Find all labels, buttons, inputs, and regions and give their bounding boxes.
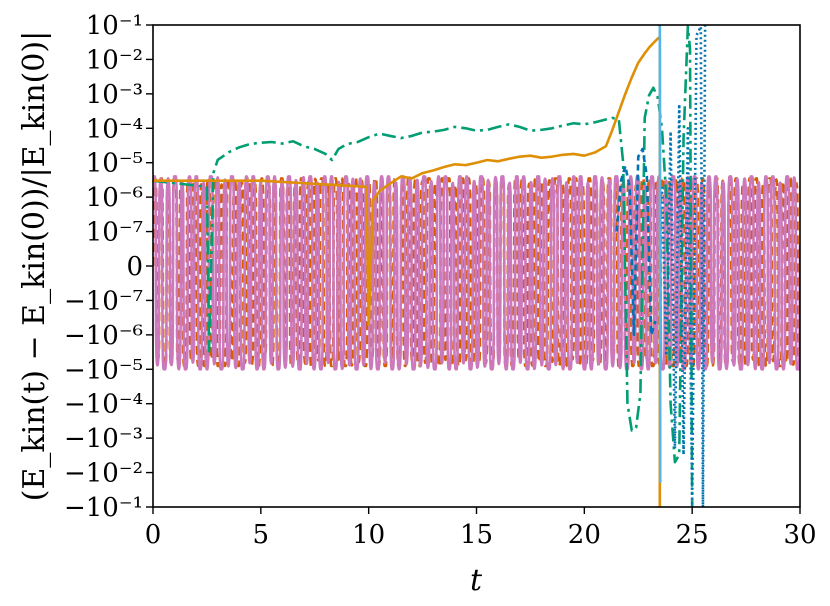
x-tick-label: 30	[783, 520, 816, 550]
y-tick-label: −10⁻⁶	[64, 321, 143, 351]
x-axis-label: t	[470, 563, 483, 598]
y-tick-label: −10⁻¹	[64, 493, 143, 523]
y-tick-label: −10⁻²	[64, 459, 143, 489]
x-tick-label: 10	[352, 520, 385, 550]
x-axis: 0 5 10 15 20 25 30	[145, 507, 817, 550]
series-skyblue-solid	[658, 25, 662, 483]
y-tick-label: 10⁻⁶	[86, 183, 143, 213]
series-teal-dashdot	[153, 25, 694, 507]
y-tick-label: −10⁻³	[64, 424, 143, 454]
y-tick-label: 10⁻⁷	[86, 218, 143, 248]
y-tick-label: −10⁻⁵	[64, 355, 143, 385]
series-blue-dashed	[615, 147, 657, 337]
series-blue-dotted	[660, 25, 707, 507]
y-axis-label: (E_kin(t) − E_kin(0))/|E_kin(0)|	[17, 31, 52, 501]
y-tick-label: 10⁻¹	[86, 11, 143, 41]
x-tick-label: 5	[253, 520, 270, 550]
y-axis: 10⁻¹ 10⁻² 10⁻³ 10⁻⁴ 10⁻⁵ 10⁻⁶ 10⁻⁷ 0 −10⁻⁷ −10⁻⁶ −…	[64, 11, 153, 523]
y-tick-label: 10⁻⁵	[86, 149, 143, 179]
y-tick-label: 10⁻⁴	[86, 114, 143, 144]
y-tick-label: 0	[126, 252, 143, 282]
y-tick-label: −10⁻⁷	[64, 286, 143, 316]
x-tick-label: 15	[460, 520, 493, 550]
x-tick-label: 0	[145, 520, 162, 550]
y-tick-label: 10⁻²	[86, 45, 143, 75]
y-tick-label: 10⁻³	[86, 80, 143, 110]
y-tick-label: −10⁻⁴	[64, 390, 143, 420]
x-tick-label: 25	[676, 520, 709, 550]
x-tick-label: 20	[568, 520, 601, 550]
series-layer	[153, 25, 800, 507]
series-orange-solid	[153, 35, 662, 507]
